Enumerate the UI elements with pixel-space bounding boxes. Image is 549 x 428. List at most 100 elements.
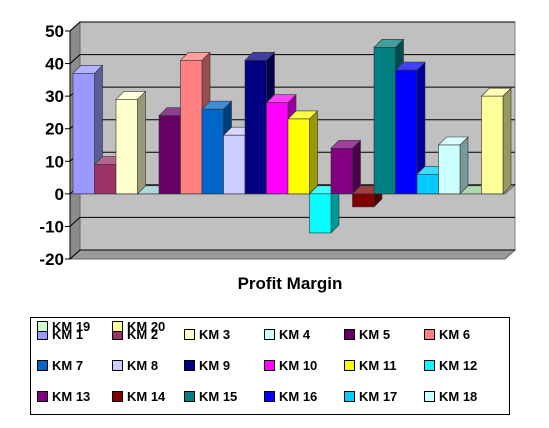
legend-swatch bbox=[264, 359, 275, 371]
plot-bottom-floor bbox=[68, 249, 517, 260]
bar-front bbox=[94, 164, 117, 195]
legend-item: KM 4 bbox=[264, 326, 310, 342]
bar-front bbox=[438, 144, 461, 195]
bar-front bbox=[416, 174, 439, 195]
legend-label: KM 10 bbox=[279, 357, 318, 373]
y-tick-label: 10 bbox=[45, 152, 64, 171]
legend-item: KM 17 bbox=[344, 388, 397, 404]
bar bbox=[330, 139, 362, 195]
bar-side bbox=[459, 136, 469, 195]
legend-item: KM 15 bbox=[184, 388, 237, 404]
legend-swatch bbox=[264, 390, 275, 402]
legend-label: KM 9 bbox=[199, 357, 231, 373]
bar-front bbox=[395, 69, 418, 195]
bar bbox=[287, 110, 319, 195]
bar-side bbox=[137, 90, 146, 195]
legend-label: KM 11 bbox=[359, 357, 397, 373]
legend-swatch bbox=[424, 359, 435, 371]
legend-item: KM 12 bbox=[424, 357, 477, 373]
y-tick-label: 0 bbox=[55, 185, 64, 204]
bar-front bbox=[330, 147, 353, 195]
x-axis-label: Profit Margin bbox=[238, 274, 343, 293]
legend-item: KM 18 bbox=[424, 388, 477, 404]
legend-item: KM 7 bbox=[37, 357, 83, 373]
legend-label: KM 16 bbox=[279, 388, 318, 404]
legend-label: KM 1 bbox=[52, 326, 84, 342]
bar-front bbox=[244, 60, 267, 195]
legend-swatch bbox=[424, 328, 435, 340]
legend-item: KM 19 bbox=[37, 318, 90, 334]
legend-item: KM 11 bbox=[344, 357, 397, 373]
bar-chart: 50 40 30 20 10 0 -10 -20 Profit Margin bbox=[39, 20, 517, 293]
legend-label: KM 8 bbox=[127, 357, 159, 373]
bar-front bbox=[373, 46, 396, 195]
legend-label: KM 3 bbox=[199, 326, 231, 342]
legend-label: KM 15 bbox=[199, 388, 238, 404]
legend-label: KM 20 bbox=[127, 318, 166, 334]
bar-front bbox=[223, 134, 246, 195]
legend-swatch bbox=[344, 359, 355, 371]
bar-side bbox=[309, 110, 318, 195]
gridline bbox=[69, 216, 515, 227]
gridline bbox=[69, 54, 515, 64]
y-tick-label: -20 bbox=[39, 250, 64, 269]
legend-item: KM 10 bbox=[264, 357, 317, 373]
bar-front bbox=[180, 60, 203, 195]
legend-swatch bbox=[112, 359, 123, 371]
legend-item: KM 16 bbox=[264, 388, 317, 404]
legend-swatch bbox=[344, 390, 355, 402]
legend-label: KM 18 bbox=[439, 388, 478, 404]
legend: KM 1 KM 2 KM 3 KM 4 KM 5 KM 6 KM 7 KM 8 KM 9 KM 1… bbox=[30, 317, 510, 415]
legend-swatch bbox=[37, 390, 48, 402]
legend-swatch bbox=[264, 328, 275, 340]
legend-item: KM 5 bbox=[344, 326, 390, 342]
gridline bbox=[69, 21, 515, 32]
bar-front bbox=[115, 99, 138, 195]
legend-swatch bbox=[112, 320, 123, 332]
y-tick-label: 50 bbox=[45, 22, 64, 41]
legend-item: KM 13 bbox=[37, 388, 90, 404]
legend-item: KM 14 bbox=[112, 388, 165, 404]
legend-swatch bbox=[184, 328, 195, 340]
bar-front bbox=[266, 102, 289, 195]
legend-label: KM 13 bbox=[52, 388, 91, 404]
legend-swatch bbox=[424, 390, 435, 402]
legend-swatch bbox=[37, 320, 48, 332]
legend-label: KM 7 bbox=[52, 357, 84, 373]
bar-front bbox=[352, 193, 375, 208]
legend-swatch bbox=[112, 390, 123, 402]
y-axis-ticks: 50 40 30 20 10 0 -10 -20 bbox=[39, 22, 64, 269]
legend-item: KM 8 bbox=[112, 357, 158, 373]
legend-item: KM 3 bbox=[184, 326, 230, 342]
legend-item: KM 20 bbox=[112, 318, 165, 334]
legend-swatch bbox=[344, 328, 355, 340]
y-tick-label: -10 bbox=[39, 217, 64, 236]
y-tick-label: 20 bbox=[45, 120, 64, 139]
legend-label: KM 4 bbox=[279, 326, 311, 342]
bar bbox=[394, 61, 426, 195]
bar-side bbox=[352, 139, 361, 195]
legend-label: KM 2 bbox=[127, 326, 159, 342]
bar bbox=[115, 90, 147, 195]
legend-label: KM 12 bbox=[439, 357, 478, 373]
bar bbox=[480, 87, 512, 195]
bars bbox=[72, 38, 512, 234]
bar-front bbox=[72, 73, 95, 195]
legend-item: KM 9 bbox=[184, 357, 230, 373]
legend-swatch bbox=[37, 359, 48, 371]
legend-label: KM 17 bbox=[359, 388, 398, 404]
bar-front bbox=[481, 95, 504, 195]
bar-front bbox=[201, 108, 224, 195]
gridline bbox=[69, 249, 515, 260]
bar-front bbox=[287, 118, 310, 195]
legend-swatch bbox=[184, 359, 195, 371]
legend-label: KM 19 bbox=[52, 318, 91, 334]
legend-label: KM 14 bbox=[127, 388, 166, 404]
y-tick-label: 40 bbox=[45, 55, 64, 74]
legend-swatch bbox=[184, 390, 195, 402]
bar bbox=[437, 136, 469, 195]
bar-front bbox=[158, 115, 181, 195]
bar-front bbox=[309, 193, 332, 234]
legend-label: KM 5 bbox=[359, 326, 391, 342]
bar-side bbox=[502, 87, 512, 195]
